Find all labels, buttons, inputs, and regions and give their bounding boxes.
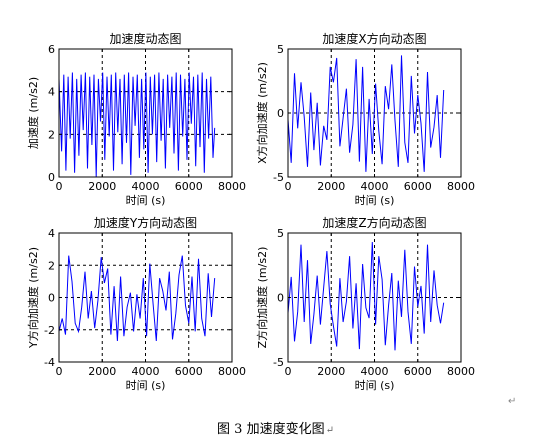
x-tick-label: 8000 <box>447 180 475 193</box>
x-tick-label: 8000 <box>447 365 475 378</box>
chart-title: 加速度Z方向动态图 <box>322 215 426 230</box>
series-line <box>58 72 216 178</box>
x-tick-label: 4000 <box>132 365 160 378</box>
x-tick-label: 6000 <box>404 180 432 193</box>
y-tick-label: -4 <box>44 356 55 369</box>
y-tick-label: 0 <box>48 171 55 184</box>
y-tick-label: 4 <box>48 227 55 240</box>
figure-caption: 图 3 加速度变化图↵ <box>0 418 551 437</box>
x-axis-label: 时间 (s) <box>355 379 395 392</box>
x-tick-label: 6000 <box>404 365 432 378</box>
x-tick-label: 0 <box>56 180 63 193</box>
y-tick-label: 0 <box>277 107 284 120</box>
x-tick-label: 8000 <box>218 180 246 193</box>
chart-title: 加速度X方向动态图 <box>322 31 426 46</box>
y-tick-label: 0 <box>277 292 284 305</box>
x-tick-label: 0 <box>285 180 292 193</box>
y-tick-label: 4 <box>48 86 55 99</box>
x-tick-label: 2000 <box>317 180 345 193</box>
x-tick-label: 0 <box>285 365 292 378</box>
y-tick-label: 5 <box>277 227 284 240</box>
x-tick-label: 2000 <box>317 365 345 378</box>
x-tick-label: 2000 <box>88 180 116 193</box>
series-line <box>287 55 445 172</box>
caption-text: 图 3 加速度变化图 <box>217 422 325 437</box>
y-tick-label: 6 <box>48 43 55 56</box>
y-tick-label: 2 <box>48 259 55 272</box>
chart-title: 加速度Y方向动态图 <box>94 215 197 230</box>
y-tick-label: -5 <box>273 171 284 184</box>
y-axis-label: Y方向加速度 (m/s2) <box>26 247 40 349</box>
y-tick-label: -5 <box>273 356 284 369</box>
y-axis-label: 加速度 (m/s2) <box>26 77 40 149</box>
y-tick-label: 2 <box>48 128 55 141</box>
y-axis-label: Z方向加速度 (m/s2) <box>255 247 269 349</box>
x-tick-label: 6000 <box>175 365 203 378</box>
x-axis-label: 时间 (s) <box>126 194 166 207</box>
x-tick-label: 4000 <box>361 365 389 378</box>
chart-title: 加速度动态图 <box>109 31 181 46</box>
series-line <box>287 241 445 351</box>
caption-return-mark: ↵ <box>325 425 334 436</box>
x-axis-label: 时间 (s) <box>126 379 166 392</box>
x-tick-label: 8000 <box>218 365 246 378</box>
x-tick-label: 4000 <box>132 180 160 193</box>
y-tick-label: -2 <box>44 324 55 337</box>
x-axis-label: 时间 (s) <box>355 194 395 207</box>
paragraph-return-mark: ↵ <box>508 396 517 407</box>
x-tick-label: 0 <box>56 365 63 378</box>
series-line <box>58 255 216 342</box>
x-tick-label: 2000 <box>88 365 116 378</box>
x-tick-label: 4000 <box>361 180 389 193</box>
y-axis-label: X方向加速度 (m/s2) <box>255 62 269 164</box>
y-tick-label: 5 <box>277 43 284 56</box>
x-tick-label: 6000 <box>175 180 203 193</box>
y-tick-label: 0 <box>48 292 55 305</box>
